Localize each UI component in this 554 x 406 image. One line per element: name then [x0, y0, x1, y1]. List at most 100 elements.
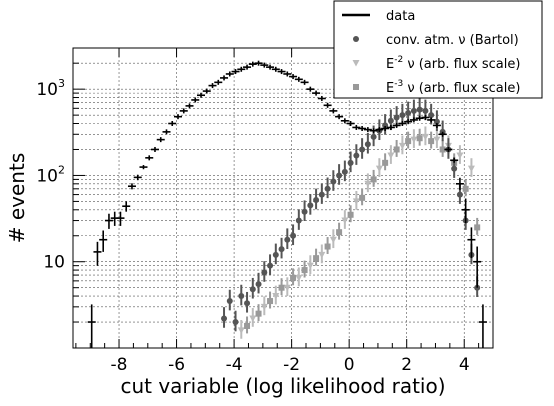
- mc-point: [433, 118, 440, 125]
- mc-point: [341, 168, 348, 175]
- mc-point: [313, 196, 320, 203]
- mc-point: [428, 112, 435, 119]
- mc-point: [307, 202, 314, 209]
- mc-point: [416, 106, 423, 113]
- x-tick-label: -6: [168, 355, 185, 375]
- mc-point: [260, 303, 268, 311]
- series-2: [237, 126, 475, 339]
- y-tick-label: 10: [43, 253, 65, 273]
- mc-point: [467, 165, 475, 173]
- mc-point: [353, 152, 360, 159]
- mc-point: [306, 262, 314, 270]
- mc-point: [456, 152, 464, 160]
- legend-box: [333, 0, 543, 99]
- x-axis-title: cut variable (log likelihood ratio): [120, 374, 445, 398]
- mc-point: [313, 255, 320, 262]
- mc-point: [375, 165, 383, 173]
- mc-point: [416, 135, 423, 142]
- mc-point: [428, 138, 435, 145]
- legend-label: conv. atm. ν (Bartol): [386, 33, 519, 48]
- mc-point: [387, 117, 394, 124]
- mc-point: [301, 208, 308, 215]
- mc-point: [267, 262, 274, 269]
- x-tick-label: 4: [459, 355, 470, 375]
- mc-point: [244, 300, 251, 307]
- mc-point: [393, 114, 400, 121]
- legend-label-rest: ν (arb. flux scale): [403, 81, 520, 96]
- mc-point: [238, 293, 245, 300]
- mc-point: [290, 274, 297, 281]
- x-tick-label: -2: [283, 355, 300, 375]
- mc-point: [226, 298, 233, 305]
- legend-marker-circle: [353, 36, 359, 42]
- mc-point: [255, 281, 262, 288]
- series-layer: [87, 60, 487, 348]
- mc-point: [474, 224, 481, 231]
- y-tick-label-exponent: 3: [58, 77, 65, 90]
- mc-point: [249, 315, 257, 322]
- mc-point: [382, 159, 389, 166]
- mc-point: [405, 109, 412, 116]
- mc-point: [324, 185, 331, 192]
- mc-point: [261, 269, 268, 276]
- mc-point: [398, 142, 406, 150]
- legend-marker-square: [353, 84, 359, 90]
- mc-point: [359, 194, 366, 201]
- mc-point: [359, 146, 366, 153]
- mc-point: [284, 236, 291, 243]
- mc-point: [290, 232, 297, 239]
- mc-point: [329, 236, 337, 244]
- mc-point: [387, 152, 395, 160]
- series-1: [221, 98, 481, 332]
- mc-point: [295, 217, 302, 224]
- mc-point: [341, 217, 349, 225]
- grid: [73, 48, 493, 348]
- mc-point: [451, 165, 458, 172]
- mc-point: [244, 322, 251, 329]
- legend-marker-triangle: [352, 60, 360, 67]
- mc-point: [324, 243, 331, 250]
- mc-point: [237, 327, 245, 334]
- y-axis-ticks: 10 102 103: [36, 62, 85, 323]
- mc-point: [421, 133, 429, 141]
- mc-point: [255, 310, 262, 317]
- mc-point: [318, 251, 326, 259]
- x-tick-label: 2: [401, 355, 412, 375]
- legend-label: E-3 ν (arb. flux scale): [386, 79, 520, 96]
- y-tick-label-exponent: 2: [58, 163, 65, 176]
- legend-label-exponent: -3: [394, 79, 403, 89]
- mc-point: [456, 191, 463, 198]
- mc-point: [278, 284, 285, 291]
- mc-point: [364, 180, 372, 188]
- y-tick-label: 102: [36, 163, 65, 186]
- mc-point: [405, 138, 412, 145]
- mc-point: [370, 176, 377, 183]
- mc-point: [336, 229, 343, 236]
- legend-label: data: [386, 9, 415, 24]
- mc-point: [318, 191, 325, 198]
- mc-point: [267, 298, 274, 305]
- legend-label: E-2 ν (arb. flux scale): [386, 55, 520, 72]
- mc-point: [410, 107, 417, 114]
- mc-point: [399, 112, 406, 119]
- mc-point: [347, 159, 354, 166]
- legend: data conv. atm. ν (Bartol) E-2 ν (arb. flu…: [333, 0, 543, 99]
- x-tick-label: -8: [111, 355, 128, 375]
- y-tick-label: 103: [36, 77, 65, 100]
- x-tick-label: -4: [226, 355, 243, 375]
- mc-point: [410, 136, 418, 144]
- mc-point: [283, 284, 291, 292]
- mc-point: [272, 293, 280, 300]
- legend-label-exponent: -2: [394, 55, 403, 65]
- mc-point: [272, 251, 279, 258]
- legend-label-rest: ν (arb. flux scale): [403, 57, 520, 72]
- y-axis-title: # events: [5, 153, 29, 244]
- series-0: [87, 60, 487, 348]
- mc-point: [352, 198, 360, 205]
- series-3: [244, 128, 481, 334]
- mc-point: [433, 136, 441, 144]
- mc-point: [330, 178, 337, 185]
- mc-point: [462, 185, 469, 192]
- mc-point: [439, 146, 446, 153]
